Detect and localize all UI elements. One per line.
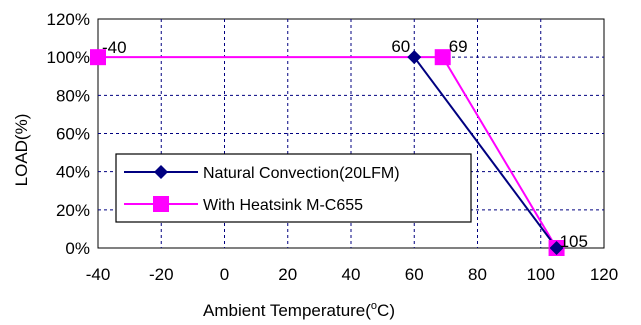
x-tick-label: 100 bbox=[527, 265, 555, 284]
x-tick-label: 80 bbox=[468, 265, 487, 284]
x-tick-label: -40 bbox=[86, 265, 111, 284]
annotation-label: -40 bbox=[102, 38, 127, 57]
data-point-natural-convection bbox=[407, 50, 422, 65]
legend-entry-with-heatsink: With Heatsink M-C655 bbox=[124, 196, 363, 214]
x-axis-title-tail: C) bbox=[377, 301, 395, 320]
x-tick-label: 120 bbox=[590, 265, 618, 284]
x-axis-title: Ambient Temperature(oC) bbox=[203, 300, 395, 320]
data-point-with-heatsink bbox=[434, 49, 451, 66]
annotation-label: 105 bbox=[560, 232, 588, 251]
legend-label-natural-convection: Natural Convection(20LFM) bbox=[203, 165, 400, 182]
y-tick-label: 100% bbox=[47, 48, 90, 67]
x-axis-title-main: Ambient Temperature( bbox=[203, 301, 371, 320]
legend-box bbox=[115, 153, 472, 223]
x-tick-label: -20 bbox=[149, 265, 174, 284]
x-tick-label: 0 bbox=[220, 265, 229, 284]
series-group bbox=[90, 49, 565, 256]
x-tick-label: 60 bbox=[405, 265, 424, 284]
y-tick-label: 40% bbox=[56, 163, 90, 182]
x-tick-labels: -40 -20 0 20 40 60 80 100 120 bbox=[86, 265, 618, 284]
data-point-natural-convection bbox=[549, 241, 564, 255]
y-tick-label: 0% bbox=[65, 239, 90, 258]
legend-label-with-heatsink: With Heatsink M-C655 bbox=[203, 197, 363, 214]
legend-marker-square bbox=[153, 196, 169, 212]
annotation-label: 69 bbox=[449, 37, 468, 56]
point-annotations: -40 60 69 105 bbox=[102, 37, 588, 251]
series-line-natural-convection bbox=[413, 56, 558, 249]
y-tick-label: 80% bbox=[56, 86, 90, 105]
legend-entry-natural-convection: Natural Convection(20LFM) bbox=[124, 165, 400, 182]
x-tick-label: 20 bbox=[278, 265, 297, 284]
legend-marker-diamond bbox=[154, 165, 168, 179]
y-tick-label: 60% bbox=[56, 125, 90, 144]
x-axis-title-superscript: o bbox=[371, 300, 377, 312]
annotation-label: 60 bbox=[391, 37, 410, 56]
data-point-with-heatsink bbox=[90, 49, 106, 66]
legend: Natural Convection(20LFM) With Heatsink … bbox=[115, 153, 472, 223]
y-axis-title: LOAD(%) bbox=[12, 114, 31, 187]
y-tick-label: 20% bbox=[56, 201, 90, 220]
y-tick-label: 120% bbox=[47, 10, 90, 29]
y-tick-labels: 0% 20% 40% 60% 80% 100% 120% bbox=[47, 10, 90, 258]
x-tick-label: 40 bbox=[342, 265, 361, 284]
